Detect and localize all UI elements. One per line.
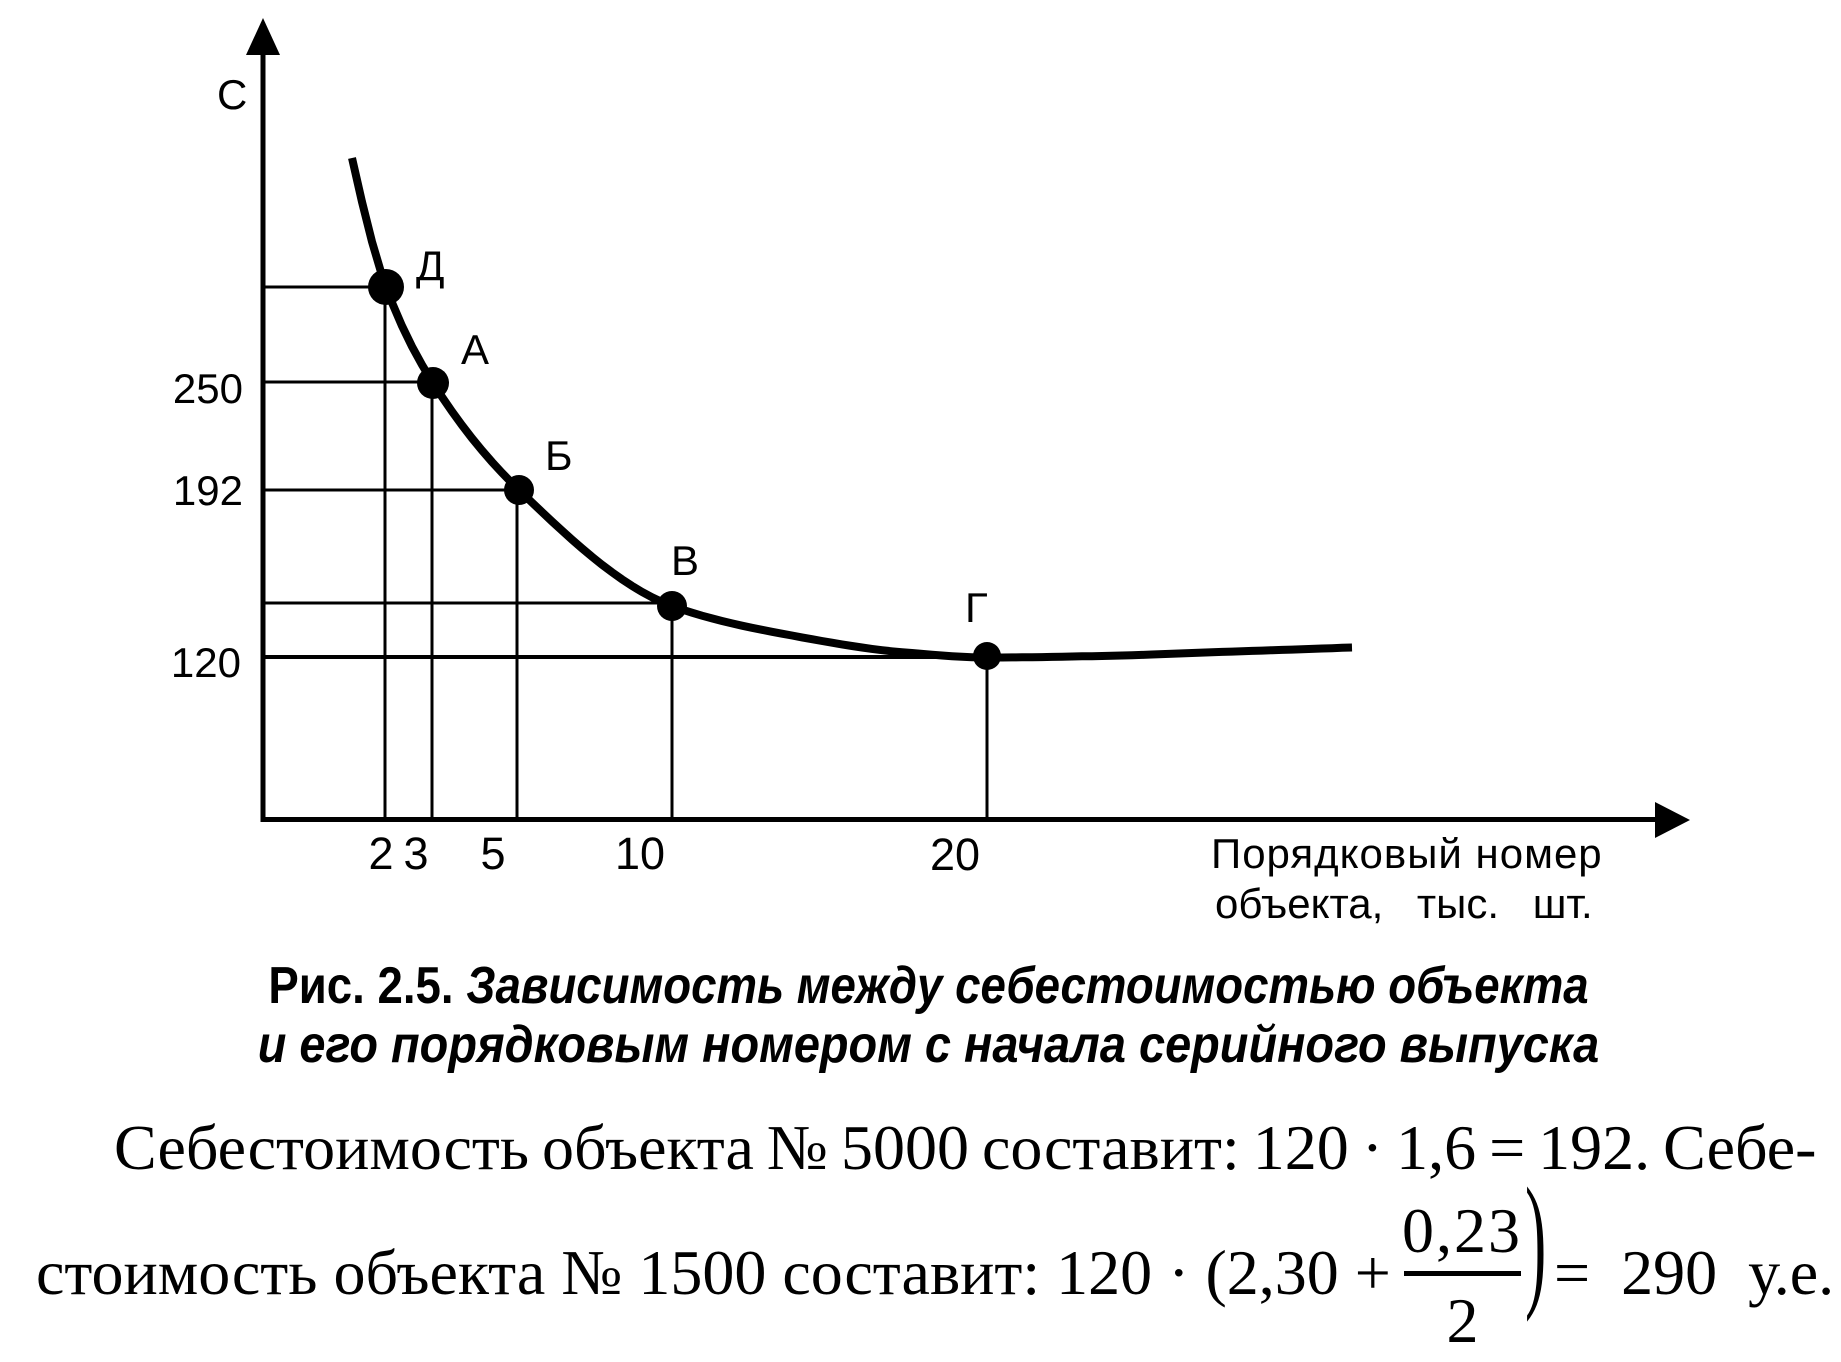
svg-text:объекта, тыс. шт.: объекта, тыс. шт. [1215,880,1593,927]
svg-text:Д: Д [416,242,444,289]
svg-text:5: 5 [480,828,505,879]
svg-text:Б: Б [545,432,573,479]
svg-text:В: В [671,537,699,584]
svg-text:Порядковый номер: Порядковый номер [1211,830,1603,877]
svg-text:А: А [461,326,489,373]
svg-text:Г: Г [965,584,988,631]
svg-text:192: 192 [173,467,243,514]
svg-text:2: 2 [368,828,393,879]
svg-text:120: 120 [171,639,241,686]
svg-text:20: 20 [930,829,980,880]
svg-text:250: 250 [173,365,243,412]
svg-text:10: 10 [615,828,665,879]
svg-text:С: С [217,71,247,118]
svg-text:3: 3 [403,828,428,879]
